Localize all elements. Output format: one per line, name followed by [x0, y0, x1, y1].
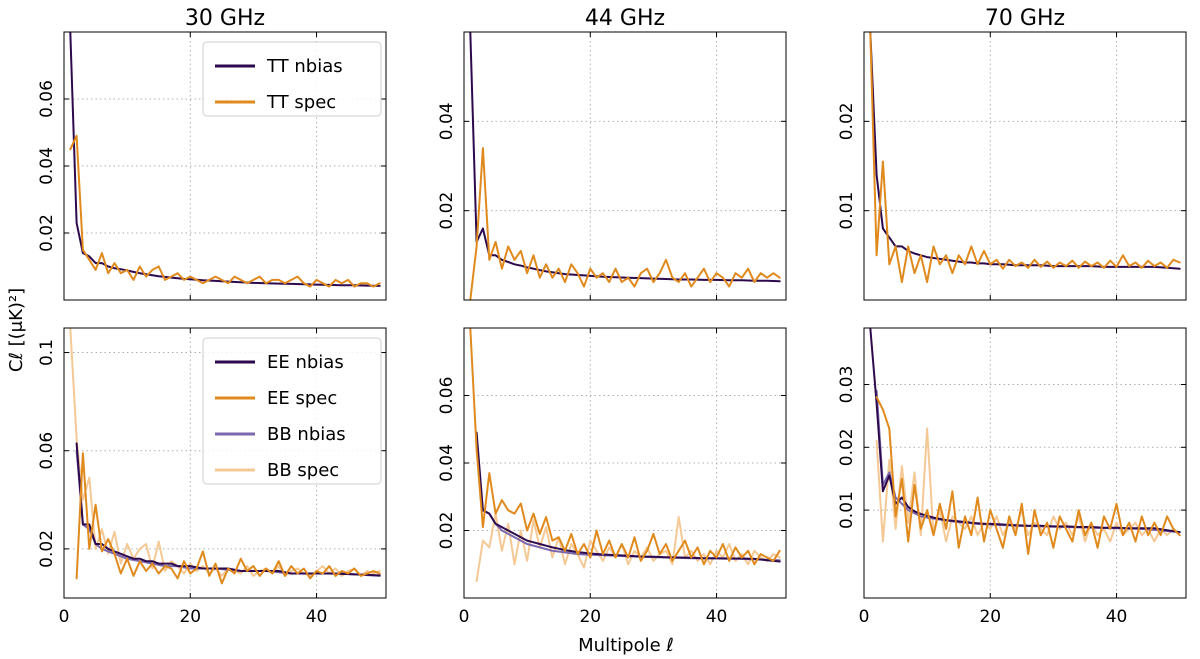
legends-layer: TT nbias TT spec EE nbias EE spec BB nbias BB…: [202, 41, 382, 485]
y-tick-label-tt30-0: 0.02: [37, 214, 57, 252]
panel-pol44: 0 20 40 0.02 0.04 0.06: [437, 327, 787, 627]
series-tt70-tt-nbias: [869, 32, 1181, 270]
legend-label-ee-spec: EE spec: [267, 388, 337, 409]
panels-layer: 0.02 0.04 0.06 30 GHz 0.02 0.04 44 GHz 0.01 0.02…: [37, 6, 1187, 627]
series-pol30-ee-spec: [75, 452, 381, 585]
plot-frame-pol30: [63, 327, 387, 599]
x-tick-label-pol30-0: 0: [59, 607, 70, 627]
y-tick-label-pol30-1: 0.06: [37, 432, 57, 470]
panel-tt30: 0.02 0.04 0.06 30 GHz: [37, 6, 387, 301]
y-tick-label-tt30-1: 0.04: [37, 147, 57, 185]
x-tick-label-pol70-2: 40: [1106, 607, 1128, 627]
legend-bottom: EE nbias EE spec BB nbias BB spec: [202, 337, 382, 485]
x-axis-label: Multipole ℓ: [578, 635, 674, 656]
series-pol44-ee-spec: [469, 328, 781, 566]
panel-title-tt44: 44 GHz: [585, 6, 665, 31]
series-group-tt44: [469, 32, 781, 300]
x-tick-label-pol30-1: 20: [179, 607, 201, 627]
x-tick-label-pol44-1: 20: [579, 607, 601, 627]
legend-frame-top: [202, 41, 382, 117]
y-tick-label-pol70-1: 0.02: [837, 428, 857, 466]
series-pol44-ee-nbias: [475, 431, 781, 563]
plot-frame-pol70: [863, 327, 1187, 599]
y-tick-label-pol30-2: 0.1: [37, 339, 57, 366]
y-tick-label-pol30-0: 0.02: [37, 530, 57, 568]
x-tick-label-pol44-2: 40: [706, 607, 728, 627]
legend-label-bb-spec: BB spec: [267, 460, 339, 481]
y-tick-label-pol44-1: 0.04: [437, 444, 457, 482]
y-tick-label-tt44-1: 0.04: [437, 102, 457, 140]
y-tick-label-pol44-2: 0.06: [437, 377, 457, 415]
panel-title-tt70: 70 GHz: [985, 6, 1065, 31]
legend-label-tt-nbias: TT nbias: [266, 56, 343, 77]
y-tick-label-pol44-0: 0.02: [437, 512, 457, 550]
series-group-tt70: [869, 32, 1181, 284]
series-tt30-tt-spec: [69, 134, 381, 288]
series-group-pol30: [69, 328, 381, 585]
plot-frame-tt44: [463, 31, 787, 301]
series-group-pol44: [469, 328, 781, 583]
y-tick-label-tt70-0: 0.01: [837, 192, 857, 230]
y-tick-label-pol70-2: 0.03: [837, 366, 857, 404]
y-axis-label: Cℓ [(μK)²]: [6, 288, 27, 372]
series-pol30-bb-spec: [69, 328, 381, 577]
x-tick-label-pol44-0: 0: [459, 607, 470, 627]
legend-label-bb-nbias: BB nbias: [267, 424, 346, 445]
legend-frame-bottom: [202, 337, 382, 485]
panel-tt44: 0.02 0.04 44 GHz: [437, 6, 787, 301]
series-pol30-ee-nbias: [75, 442, 381, 577]
y-tick-label-tt70-1: 0.02: [837, 102, 857, 140]
legend-label-ee-nbias: EE nbias: [267, 352, 344, 373]
panel-pol70: 0 20 40 0.01 0.02 0.03: [837, 327, 1187, 627]
x-tick-label-pol70-1: 20: [979, 607, 1001, 627]
series-pol70-ee-nbias: [869, 328, 1181, 534]
series-pol70-ee-spec: [875, 396, 1181, 555]
x-tick-label-pol30-2: 40: [306, 607, 328, 627]
x-tick-label-pol70-0: 0: [859, 607, 870, 627]
legend-top: TT nbias TT spec: [202, 41, 382, 117]
legend-label-tt-spec: TT spec: [266, 92, 336, 113]
y-tick-label-tt30-2: 0.06: [37, 80, 57, 118]
series-group-pol70: [869, 328, 1181, 555]
series-tt70-tt-spec: [869, 32, 1181, 284]
plot-frame-tt70: [863, 31, 1187, 301]
series-pol44-bb-spec: [475, 512, 781, 583]
panel-title-tt30: 30 GHz: [185, 6, 265, 31]
series-tt44-tt-spec: [469, 147, 781, 300]
panel-tt70: 0.01 0.02 70 GHz: [837, 6, 1187, 301]
series-group-tt30: [69, 32, 381, 288]
y-tick-label-tt44-0: 0.02: [437, 192, 457, 230]
y-tick-label-pol70-0: 0.01: [837, 491, 857, 529]
series-tt44-tt-nbias: [469, 32, 781, 283]
